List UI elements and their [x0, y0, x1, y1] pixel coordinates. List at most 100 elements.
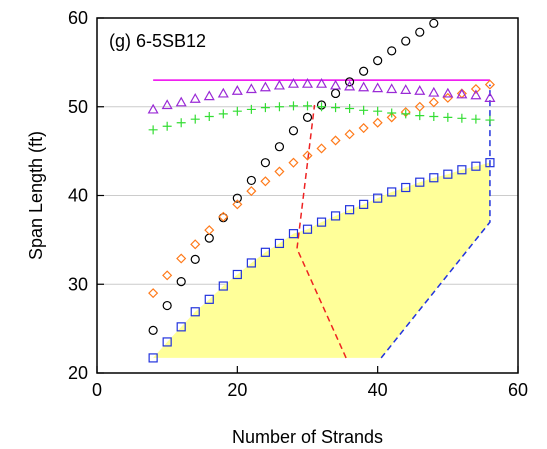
series-5-point-11 [288, 101, 298, 111]
series-2-point-20 [415, 27, 425, 37]
series-5-point-5 [204, 112, 214, 122]
series-4-point-6 [217, 87, 229, 98]
series-5-point-13 [317, 102, 327, 112]
series-1-point-2 [162, 337, 172, 347]
x-tick-label-40: 40 [368, 380, 388, 400]
series-5-point-9 [260, 103, 270, 113]
series-1-point-17 [373, 193, 383, 203]
x-tick-label-60: 60 [508, 380, 528, 400]
series-1-point-12 [302, 224, 313, 234]
series-3-point-5 [204, 225, 215, 236]
series-2-point-4 [190, 254, 200, 264]
series-3-point-4 [190, 239, 201, 250]
series-1-point-18 [387, 187, 397, 197]
series-5-point-6 [218, 109, 228, 119]
series-3-point-8 [246, 186, 257, 197]
series-1-point-13 [316, 217, 327, 227]
series-4-point-11 [287, 77, 299, 88]
series-1-point-5 [204, 294, 214, 304]
series-3-point-11 [288, 157, 299, 168]
series-2-point-12 [302, 112, 313, 123]
series-5-point-8 [246, 104, 256, 114]
shaded-region [153, 162, 490, 358]
x-tick-label-0: 0 [92, 380, 102, 400]
series-4-point-15 [344, 80, 356, 91]
series-5-point-1 [148, 125, 158, 135]
series-4-point-23 [456, 88, 468, 99]
series-5-point-22 [443, 112, 453, 122]
series-2-point-11 [288, 126, 299, 136]
series-4-point-18 [386, 83, 398, 94]
marks-layer [147, 18, 496, 363]
series-5-point-3 [176, 118, 186, 128]
series-2-point-16 [359, 66, 369, 76]
series-3-point-20 [414, 101, 425, 112]
series-4-point-8 [245, 83, 257, 94]
series-2-point-9 [260, 158, 270, 168]
y-tick-label-40: 40 [68, 186, 88, 206]
series-4-point-2 [161, 99, 173, 110]
series-4-point-13 [316, 77, 328, 88]
series-4-point-20 [414, 85, 426, 95]
chart-title: (g) 6-5SB12 [109, 31, 206, 51]
series-1-point-6 [218, 281, 228, 291]
series-4-point-17 [372, 82, 384, 93]
y-tick-label-20: 20 [68, 363, 88, 383]
series-2-point-2 [162, 300, 172, 311]
series-4-point-21 [428, 86, 440, 97]
series-2-point-15 [345, 77, 355, 87]
series-3-point-2 [162, 270, 173, 281]
series-3-point-25 [484, 79, 495, 90]
series-1-point-14 [330, 211, 341, 221]
series-4-point-14 [330, 79, 342, 90]
y-tick-label-60: 60 [68, 8, 88, 28]
series-2-point-21 [429, 18, 439, 28]
series-3-point-9 [260, 176, 271, 187]
series-4-point-22 [442, 87, 454, 98]
series-4-point-19 [400, 84, 412, 94]
series-1-point-8 [246, 258, 256, 268]
series-1-point-19 [401, 182, 411, 193]
x-tick-label-20: 20 [227, 380, 247, 400]
series-5-point-10 [274, 102, 284, 112]
series-5-point-12 [303, 101, 312, 111]
series-5-point-18 [387, 108, 397, 118]
series-3-point-17 [372, 117, 383, 128]
series-4-point-24 [470, 89, 482, 100]
series-3-point-10 [274, 166, 285, 177]
series-2-point-17 [373, 55, 383, 66]
series-3-point-15 [344, 129, 355, 140]
series-1-point-22 [443, 169, 453, 179]
series-2-point-14 [330, 88, 341, 99]
series-3-point-7 [232, 199, 243, 210]
series-2-point-1 [148, 325, 158, 335]
series-2-point-7 [232, 193, 242, 203]
series-5-point-14 [331, 103, 341, 113]
series-3-point-14 [330, 135, 341, 146]
series-1-point-25 [485, 158, 495, 168]
series-1-point-15 [345, 205, 355, 215]
series-4-point-25 [484, 92, 496, 102]
series-4-point-16 [358, 81, 370, 92]
series-4-point-3 [175, 96, 187, 107]
series-2-point-18 [387, 46, 397, 56]
series-5-point-21 [429, 112, 439, 122]
series-5-point-15 [345, 104, 355, 114]
y-tick-label-30: 30 [68, 274, 88, 294]
series-2-point-10 [274, 142, 285, 152]
y-tick-label-50: 50 [68, 97, 88, 117]
series-1-point-16 [359, 199, 369, 209]
series-5-point-20 [415, 111, 425, 121]
series-4-point-1 [147, 103, 159, 114]
series-3-point-6 [218, 211, 229, 222]
series-2-point-5 [204, 233, 214, 243]
series-1-point-7 [232, 269, 242, 280]
series-1-point-4 [190, 307, 200, 317]
series-1-point-11 [288, 229, 299, 239]
series-1-point-1 [148, 353, 158, 363]
series-5-point-23 [457, 113, 467, 123]
x-axis-title: Number of Strands [232, 427, 383, 447]
series-5-point-25 [485, 115, 495, 125]
series-3-point-24 [470, 83, 481, 95]
